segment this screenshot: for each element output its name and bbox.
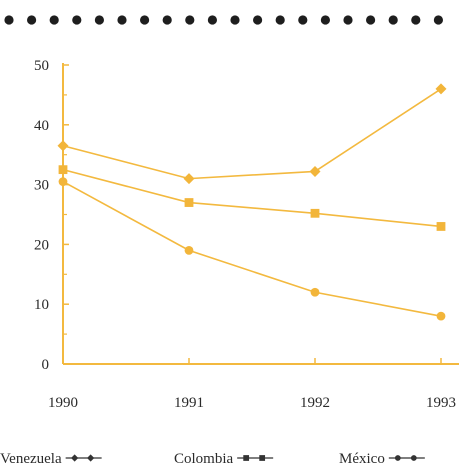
y-tick-label: 20 — [34, 237, 49, 253]
data-point-circle — [184, 245, 194, 255]
y-tick-label: 40 — [34, 118, 49, 134]
y-tick-label: 30 — [34, 178, 49, 194]
legend-item: Colombia — [174, 451, 274, 467]
y-tick-label: 10 — [34, 297, 49, 313]
series-line — [62, 180, 442, 317]
series-colombia — [58, 165, 446, 231]
data-point-square — [259, 455, 266, 461]
decorative-dot — [275, 15, 285, 25]
data-point-square — [184, 198, 194, 207]
x-tick-label: 1993 — [426, 395, 456, 411]
series-line — [62, 168, 442, 228]
data-point-circle — [310, 287, 320, 297]
y-tick-label: 50 — [34, 58, 49, 74]
legend: Venezuela Colombia México — [0, 451, 425, 467]
x-axis-ticks: 1990 1991 1992 1993 — [48, 358, 456, 411]
data-point-diamond — [87, 454, 95, 462]
data-point-diamond — [71, 454, 79, 462]
decorative-dot — [27, 15, 37, 25]
decorative-dot — [4, 15, 14, 25]
decorative-dot — [343, 15, 353, 25]
legend-label: México — [339, 451, 385, 467]
data-point-diamond — [309, 165, 321, 177]
decorative-dot — [366, 15, 376, 25]
decorative-dot-row — [4, 15, 443, 25]
x-tick-label: 1991 — [174, 395, 204, 411]
decorative-dot — [298, 15, 308, 25]
data-point-circle — [58, 177, 68, 187]
decorative-dot — [320, 15, 330, 25]
decorative-dot — [185, 15, 195, 25]
data-point-circle — [436, 311, 446, 321]
data-point-diamond — [435, 83, 447, 95]
data-point-square — [310, 208, 320, 218]
decorative-dot — [162, 15, 172, 25]
series-layer — [57, 83, 447, 321]
decorative-dot — [230, 15, 240, 25]
data-point-square — [58, 165, 68, 175]
x-tick-label: 1990 — [48, 395, 78, 411]
data-point-circle — [410, 455, 417, 461]
decorative-dot — [94, 15, 104, 25]
chart-axes — [62, 63, 459, 365]
legend-label: Venezuela — [0, 451, 62, 467]
decorative-dot — [72, 15, 82, 25]
data-point-circle — [394, 455, 401, 461]
decorative-dot — [253, 15, 263, 25]
data-point-square — [243, 455, 250, 461]
y-tick-label: 0 — [42, 357, 50, 373]
data-point-diamond — [183, 173, 195, 185]
series-mexico — [58, 177, 446, 321]
data-point-square — [436, 222, 446, 231]
x-tick-label: 1992 — [300, 395, 330, 411]
legend-item: Venezuela — [0, 451, 102, 467]
decorative-dot — [411, 15, 421, 25]
decorative-dot — [140, 15, 150, 25]
decorative-dot — [117, 15, 127, 25]
series-line — [62, 88, 442, 180]
decorative-dot — [49, 15, 59, 25]
decorative-dot — [388, 15, 398, 25]
series-venezuela — [57, 83, 447, 185]
decorative-dot — [207, 15, 217, 25]
legend-label: Colombia — [174, 451, 234, 467]
legend-item: México — [339, 451, 425, 467]
data-point-diamond — [57, 140, 69, 152]
decorative-dot — [433, 15, 443, 25]
